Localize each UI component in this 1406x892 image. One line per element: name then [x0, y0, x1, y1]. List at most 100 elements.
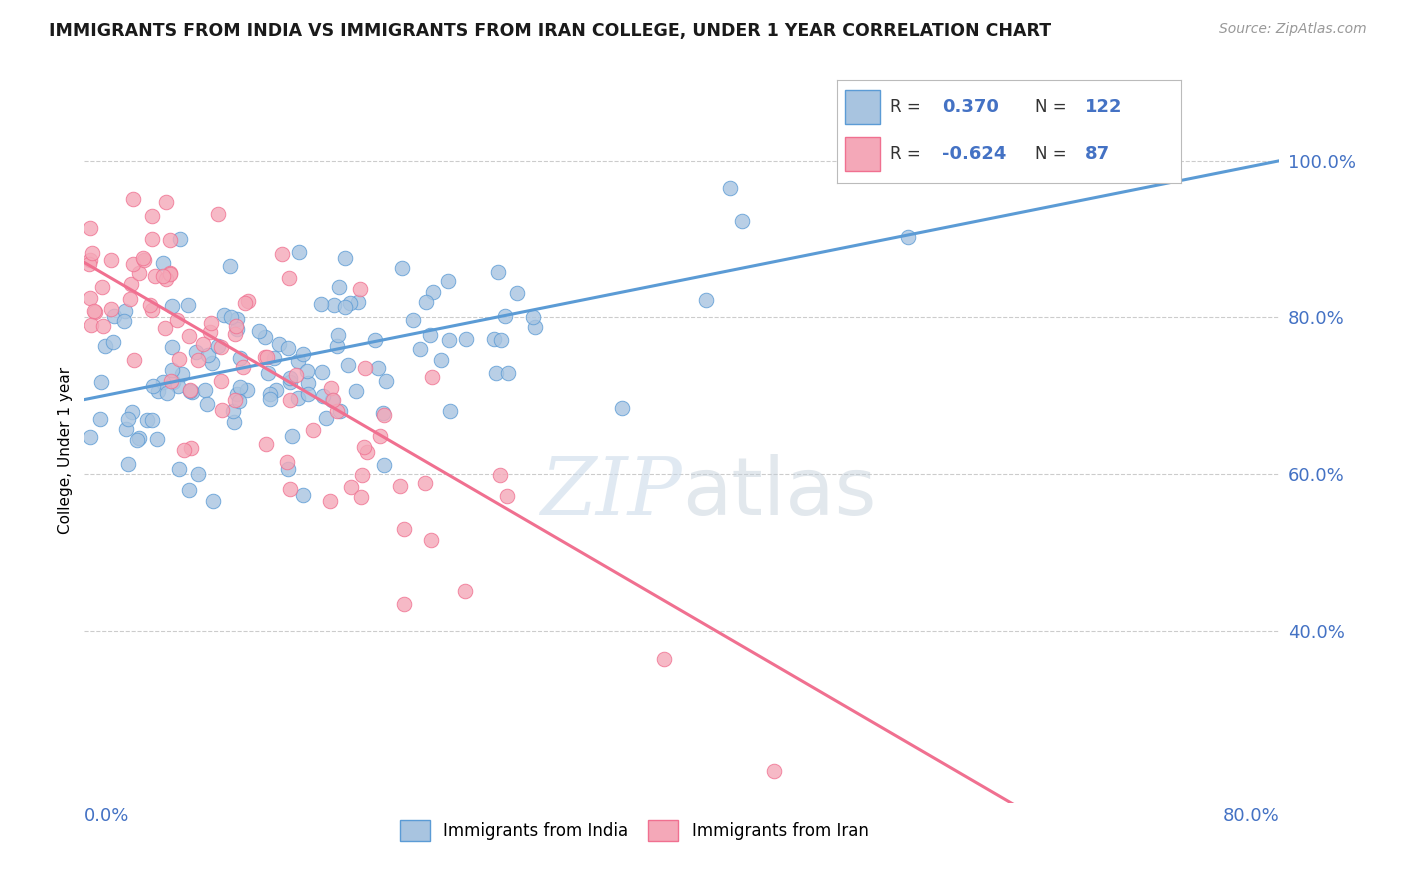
Point	[271, 247, 294, 261]
Point	[344, 384, 367, 399]
Point	[139, 298, 162, 312]
Point	[103, 309, 125, 323]
Point	[155, 195, 177, 210]
Point	[522, 310, 544, 324]
Point	[222, 415, 245, 429]
Point	[371, 406, 394, 420]
Point	[356, 445, 378, 459]
Point	[430, 353, 453, 368]
Point	[257, 366, 280, 380]
Point	[117, 411, 139, 425]
Point	[135, 413, 157, 427]
Point	[128, 266, 150, 280]
Text: N =: N =	[1035, 145, 1066, 163]
Point	[695, 293, 717, 307]
Point	[191, 337, 214, 351]
Point	[169, 232, 191, 246]
Point	[312, 389, 335, 403]
Point	[84, 305, 107, 319]
Point	[224, 393, 246, 408]
Point	[143, 268, 166, 283]
Point	[454, 584, 477, 599]
Point	[278, 375, 301, 389]
Point	[167, 351, 190, 366]
Point	[212, 308, 235, 322]
Point	[484, 332, 506, 346]
Point	[225, 319, 247, 334]
Point	[402, 313, 425, 327]
Point	[297, 387, 319, 401]
Point	[155, 385, 177, 400]
Point	[278, 482, 301, 496]
Bar	[845, 90, 880, 124]
Text: 0.370: 0.370	[942, 98, 998, 116]
Point	[89, 412, 111, 426]
Point	[122, 353, 145, 368]
Point	[194, 384, 217, 398]
Point	[141, 209, 163, 223]
Point	[287, 245, 309, 260]
Point	[315, 410, 337, 425]
Point	[200, 316, 222, 330]
Point	[408, 342, 430, 356]
Point	[391, 261, 413, 276]
Point	[103, 335, 125, 350]
Point	[82, 246, 104, 260]
Point	[160, 363, 183, 377]
Point	[162, 375, 184, 389]
Text: R =: R =	[890, 145, 921, 163]
Point	[489, 468, 512, 483]
Point	[322, 393, 344, 408]
Point	[321, 381, 343, 395]
Point	[322, 298, 344, 312]
Point	[420, 370, 443, 384]
Point	[114, 304, 136, 318]
Point	[228, 393, 250, 408]
Point	[496, 366, 519, 380]
Point	[259, 387, 281, 401]
Point	[277, 270, 299, 285]
Point	[121, 405, 143, 419]
Point	[148, 384, 170, 398]
Point	[730, 213, 752, 227]
Point	[91, 280, 114, 294]
Point	[347, 294, 370, 309]
Point	[224, 327, 246, 342]
Point	[505, 285, 527, 300]
Point	[83, 303, 105, 318]
Point	[180, 441, 202, 455]
Point	[392, 522, 415, 536]
Point	[100, 252, 122, 267]
Point	[375, 375, 398, 389]
Point	[336, 358, 359, 372]
Point	[389, 479, 412, 493]
Bar	[845, 137, 880, 171]
Point	[254, 330, 277, 344]
Point	[167, 379, 190, 393]
Point	[247, 325, 270, 339]
Point	[292, 488, 315, 502]
Point	[762, 764, 785, 778]
Point	[333, 300, 356, 314]
Point	[281, 428, 304, 442]
Point	[326, 404, 349, 418]
Point	[297, 376, 319, 390]
Point	[263, 351, 285, 365]
Point	[159, 233, 181, 247]
Point	[287, 353, 309, 368]
Point	[339, 296, 361, 310]
Point	[226, 321, 249, 335]
Point	[94, 339, 117, 353]
Point	[419, 327, 441, 342]
Point	[494, 310, 516, 324]
Point	[373, 409, 395, 423]
Point	[287, 391, 309, 405]
Point	[117, 457, 139, 471]
Point	[236, 294, 259, 309]
Point	[321, 393, 343, 408]
Point	[160, 299, 183, 313]
Point	[292, 347, 315, 361]
Point	[173, 443, 195, 458]
Point	[128, 431, 150, 445]
Point	[652, 652, 675, 666]
